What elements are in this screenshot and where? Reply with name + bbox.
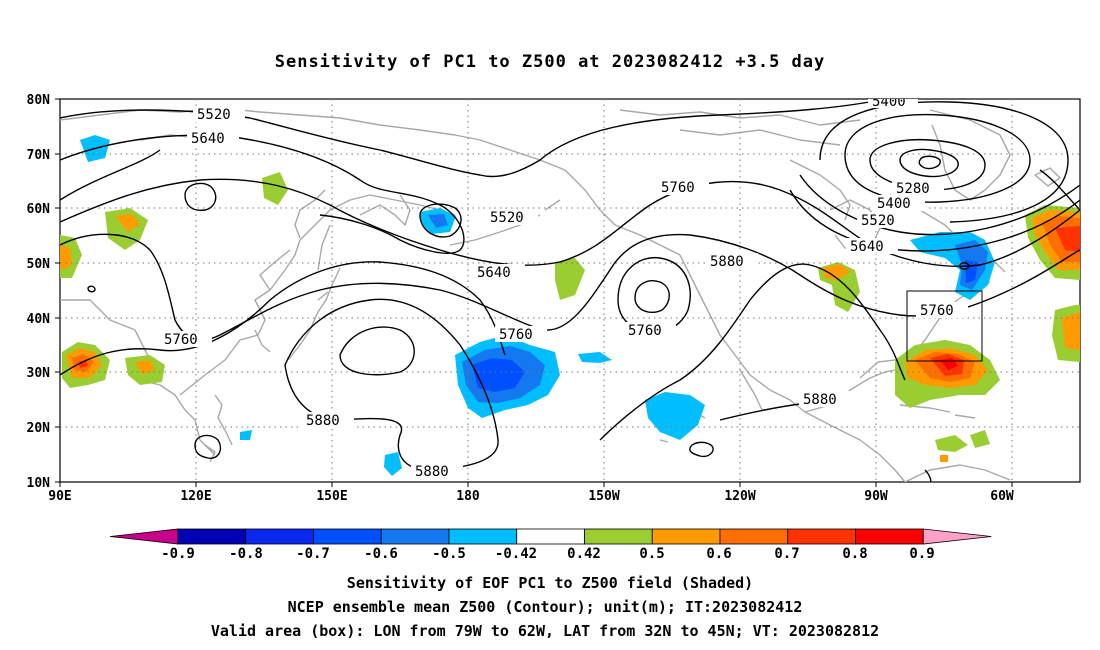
- contour-label: 5760: [628, 323, 662, 339]
- colorbar-segment: [787, 528, 856, 545]
- footer-line-1: Sensitivity of EOF PC1 to Z500 field (Sh…: [347, 574, 753, 592]
- contour-label: 5880: [415, 464, 449, 480]
- colorbar-segment: [516, 528, 585, 545]
- colorbar-label: -0.8: [229, 546, 263, 562]
- lon-tick-label: 90W: [864, 489, 888, 504]
- lat-labels: 80N 70N 60N 50N 40N 30N 20N 10N: [27, 93, 51, 491]
- lat-tick-label: 50N: [27, 257, 51, 272]
- colorbar-arrow-high: [922, 528, 992, 545]
- colorbar-label: 0.42: [567, 546, 601, 562]
- colorbar-label: 0.9: [909, 546, 934, 562]
- lat-tick-label: 70N: [27, 148, 51, 163]
- contour-label: 5880: [803, 392, 837, 408]
- colorbar: [109, 528, 992, 545]
- footer: Sensitivity of EOF PC1 to Z500 field (Sh…: [211, 574, 879, 640]
- colorbar-arrow-low: [109, 528, 179, 545]
- colorbar-segment: [651, 528, 721, 545]
- colorbar-label: -0.42: [495, 546, 537, 562]
- contour-label: 5760: [164, 332, 198, 348]
- lat-tick-label: 80N: [27, 93, 51, 108]
- contour-label: 5640: [191, 131, 225, 147]
- lat-tick-label: 40N: [27, 312, 51, 327]
- sensitivity-shading: [60, 135, 1080, 476]
- lat-tick-label: 20N: [27, 421, 51, 436]
- lat-tick-label: 60N: [27, 202, 51, 217]
- chart-title: Sensitivity of PC1 to Z500 at 2023082412…: [275, 52, 826, 72]
- lon-tick-label: 60W: [990, 489, 1014, 504]
- lon-tick-label: 150E: [316, 489, 347, 504]
- contour-label: 5520: [490, 210, 524, 226]
- contour-label: 5880: [710, 254, 744, 270]
- lat-tick-label: 30N: [27, 366, 51, 381]
- lon-tick-label: 150W: [588, 489, 619, 504]
- contour-label: 5640: [850, 239, 884, 255]
- colorbar-segment: [313, 528, 382, 545]
- colorbar-label: 0.7: [774, 546, 799, 562]
- colorbar-segment: [177, 528, 247, 545]
- colorbar-label: -0.6: [364, 546, 398, 562]
- footer-line-2: NCEP ensemble mean Z500 (Contour); unit(…: [288, 598, 803, 616]
- z500-contours: [60, 99, 1080, 482]
- lat-tick-label: 10N: [27, 476, 51, 491]
- contour-label: 5400: [872, 94, 906, 110]
- lon-tick-label: 120W: [724, 489, 755, 504]
- contour-label: 5520: [197, 107, 231, 123]
- colorbar-label: -0.9: [161, 546, 195, 562]
- colorbar-segment: [719, 528, 789, 545]
- colorbar-label: 0.8: [842, 546, 867, 562]
- contour-label: 5520: [861, 213, 895, 229]
- contour-labels: 5400 5520 5640 5280 5400 5520 5640 5760 …: [160, 94, 968, 480]
- lon-tick-label: 120E: [180, 489, 211, 504]
- contour-label: 5760: [499, 327, 533, 343]
- valid-area-box: [906, 290, 983, 362]
- colorbar-label: -0.7: [296, 546, 330, 562]
- colorbar-segment: [245, 528, 314, 545]
- colorbar-segment: [584, 528, 653, 545]
- lon-labels: 90E 120E 150E 180 150W 120W 90W 60W: [48, 489, 1014, 504]
- colorbar-segment: [380, 528, 450, 545]
- contour-label: 5760: [920, 303, 954, 319]
- contour-label: 5400: [877, 196, 911, 212]
- footer-line-3: Valid area (box): LON from 79W to 62W, L…: [211, 622, 879, 640]
- colorbar-label: -0.5: [432, 546, 466, 562]
- colorbar-labels: -0.9 -0.8 -0.7 -0.6 -0.5 -0.42 0.42 0.5 …: [161, 546, 935, 562]
- contour-label: 5760: [661, 180, 695, 196]
- lon-tick-label: 180: [456, 489, 480, 504]
- contour-label: 5280: [896, 181, 930, 197]
- colorbar-label: 0.6: [706, 546, 731, 562]
- contour-label: 5640: [477, 265, 511, 281]
- colorbar-segment: [855, 528, 924, 545]
- colorbar-segment: [448, 528, 518, 545]
- axis-ticks: [55, 98, 1013, 487]
- lon-tick-label: 90E: [48, 489, 71, 504]
- contour-label: 5880: [306, 413, 340, 429]
- colorbar-label: 0.5: [639, 546, 664, 562]
